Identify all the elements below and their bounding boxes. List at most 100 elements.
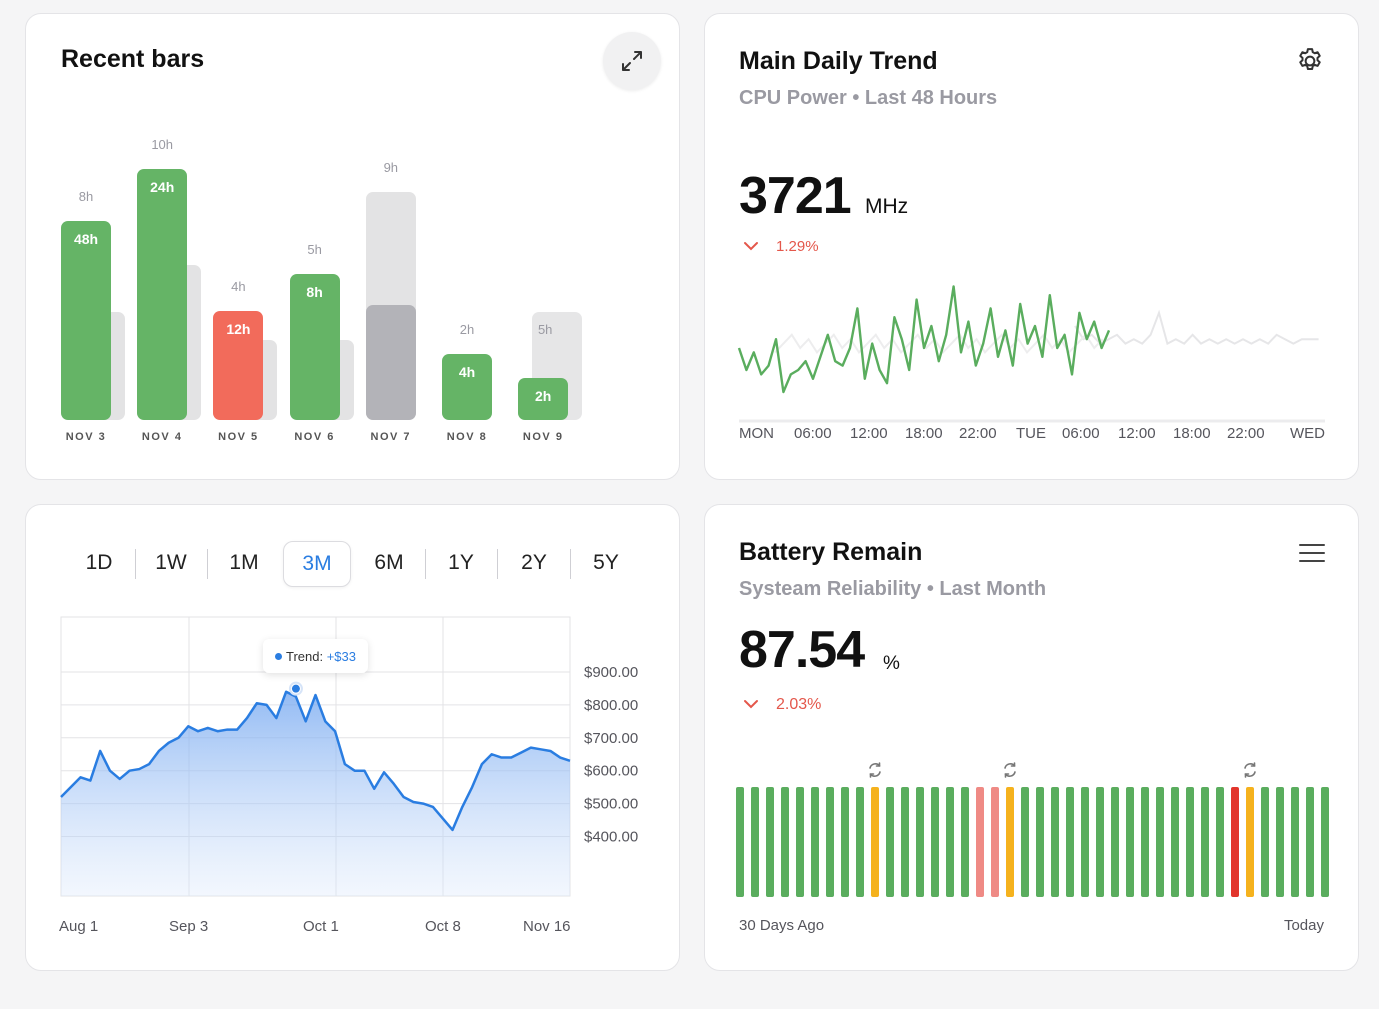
- battery-day-bar[interactable]: [1171, 787, 1179, 897]
- range-tab-1m[interactable]: 1M: [229, 551, 259, 574]
- battery-day-bar[interactable]: [886, 787, 894, 897]
- tab-divider: [425, 549, 426, 579]
- bar-top-label: 10h: [151, 137, 174, 152]
- battery-day-bar[interactable]: [841, 787, 849, 897]
- x-tick-label: 22:00: [1227, 425, 1265, 442]
- battery-day-bar[interactable]: [931, 787, 939, 897]
- battery-day-bar[interactable]: [1291, 787, 1299, 897]
- bar-group[interactable]: 24h 10h NOV 4: [137, 14, 207, 481]
- price-area-chart: $900.00 $800.00 $700.00 $600.00 $500.00 $400.…: [59, 616, 638, 935]
- battery-day-bar[interactable]: [1036, 787, 1044, 897]
- series-line-main: [737, 285, 1111, 394]
- chevron-down-icon: [744, 700, 758, 709]
- x-tick-label: 12:00: [850, 425, 888, 442]
- main-trend-card: Main Daily Trend CPU Power • Last 48 Hou…: [704, 13, 1359, 480]
- card-subtitle: Systeam Reliability • Last Month: [739, 578, 1047, 600]
- tooltip-point[interactable]: [291, 684, 300, 693]
- battery-day-bar[interactable]: [796, 787, 804, 897]
- battery-day-bar[interactable]: [901, 787, 909, 897]
- x-tick-label: Oct 8: [425, 918, 461, 935]
- battery-day-bar[interactable]: [946, 787, 954, 897]
- bar-group[interactable]: 4h 2h NOV 8: [442, 14, 512, 481]
- battery-day-bar[interactable]: [736, 787, 744, 897]
- x-tick-label: 06:00: [1062, 425, 1100, 442]
- range-tab-2y[interactable]: 2Y: [521, 551, 547, 574]
- card-title: Recent bars: [61, 45, 205, 73]
- restart-icon: [1244, 762, 1256, 778]
- y-tick-label: $600.00: [584, 763, 638, 780]
- restart-icon: [869, 762, 881, 778]
- battery-day-bar[interactable]: [1216, 787, 1224, 897]
- battery-day-bar[interactable]: [1186, 787, 1194, 897]
- chart-tooltip: Trend: +$33: [263, 639, 369, 673]
- bar-group[interactable]: 9h NOV 7: [365, 14, 436, 481]
- bar-primary: 12h: [213, 311, 264, 420]
- expand-button[interactable]: [603, 32, 661, 90]
- battery-day-bar[interactable]: [1246, 787, 1254, 897]
- bar-group[interactable]: 8h 5h NOV 6: [289, 14, 360, 481]
- restart-icon: [1004, 762, 1016, 778]
- battery-day-bar[interactable]: [811, 787, 819, 897]
- battery-day-bar[interactable]: [991, 787, 999, 897]
- battery-day-bar[interactable]: [1321, 787, 1329, 897]
- battery-card: Battery Remain Systeam Reliability • Las…: [704, 504, 1359, 971]
- x-tick-label: 06:00: [794, 425, 832, 442]
- battery-bar-chart: [705, 505, 1360, 972]
- bar-group[interactable]: 48h 8h NOV 3: [61, 14, 131, 481]
- expand-icon: [622, 51, 642, 71]
- battery-day-bar[interactable]: [781, 787, 789, 897]
- battery-day-bar[interactable]: [961, 787, 969, 897]
- battery-day-bar[interactable]: [1306, 787, 1314, 897]
- battery-day-bar[interactable]: [1081, 787, 1089, 897]
- battery-day-bar[interactable]: [751, 787, 759, 897]
- battery-day-bar[interactable]: [1261, 787, 1269, 897]
- tooltip-label: Trend:: [286, 648, 324, 664]
- battery-day-bar[interactable]: [856, 787, 864, 897]
- range-tab-1d[interactable]: 1D: [85, 551, 113, 574]
- range-tab-1w[interactable]: 1W: [155, 551, 187, 574]
- range-tab-6m[interactable]: 6M: [374, 551, 404, 574]
- cpu-value: 3721: [739, 167, 852, 225]
- y-tick-label: $400.00: [584, 829, 638, 846]
- battery-day-bar[interactable]: [1276, 787, 1284, 897]
- gear-icon[interactable]: [1295, 46, 1325, 76]
- card-title: Battery Remain: [739, 538, 923, 566]
- cpu-delta: 1.29%: [776, 238, 819, 255]
- battery-value: 87.54: [739, 621, 865, 679]
- price-line: [60, 690, 571, 832]
- y-tick-label: $500.00: [584, 796, 638, 813]
- battery-day-bar[interactable]: [916, 787, 924, 897]
- tab-divider: [570, 549, 571, 579]
- range-tab-1y[interactable]: 1Y: [448, 551, 474, 574]
- x-tick-label: TUE: [1016, 425, 1046, 442]
- bar-group[interactable]: 12h 4h NOV 5: [213, 14, 283, 481]
- x-tick-label: Nov 16: [523, 918, 571, 935]
- bar-group[interactable]: 2h 5h NOV 9: [518, 14, 588, 481]
- battery-day-bar[interactable]: [1066, 787, 1074, 897]
- area-fill: [61, 691, 570, 896]
- price-chart-card: 1D 1W 1M 3M 6M 1Y 2Y 5Y $900.00 $800.00 $700.00 $6…: [25, 504, 680, 971]
- battery-day-bar[interactable]: [1096, 787, 1104, 897]
- battery-day-bar[interactable]: [1051, 787, 1059, 897]
- bar-date-label: NOV 3: [65, 431, 107, 443]
- menu-icon[interactable]: [1299, 543, 1325, 563]
- range-tab-3m[interactable]: 3M: [283, 541, 351, 587]
- battery-day-bar[interactable]: [826, 787, 834, 897]
- bar-top-label: 2h: [459, 322, 475, 337]
- battery-day-bar[interactable]: [1231, 787, 1239, 897]
- battery-day-bar[interactable]: [1111, 787, 1119, 897]
- battery-day-bar[interactable]: [976, 787, 984, 897]
- battery-day-bar[interactable]: [1141, 787, 1149, 897]
- battery-day-bar[interactable]: [766, 787, 774, 897]
- bar-date-label: NOV 9: [522, 431, 564, 443]
- range-tab-5y[interactable]: 5Y: [593, 551, 619, 574]
- x-tick-label: MON: [739, 425, 774, 442]
- battery-day-bar[interactable]: [1006, 787, 1014, 897]
- battery-unit: %: [883, 653, 900, 674]
- battery-day-bar[interactable]: [1201, 787, 1209, 897]
- battery-day-bar[interactable]: [1126, 787, 1134, 897]
- battery-day-bar[interactable]: [1156, 787, 1164, 897]
- battery-day-bar[interactable]: [1021, 787, 1029, 897]
- battery-day-bar[interactable]: [871, 787, 879, 897]
- bar-primary: 48h: [61, 221, 111, 420]
